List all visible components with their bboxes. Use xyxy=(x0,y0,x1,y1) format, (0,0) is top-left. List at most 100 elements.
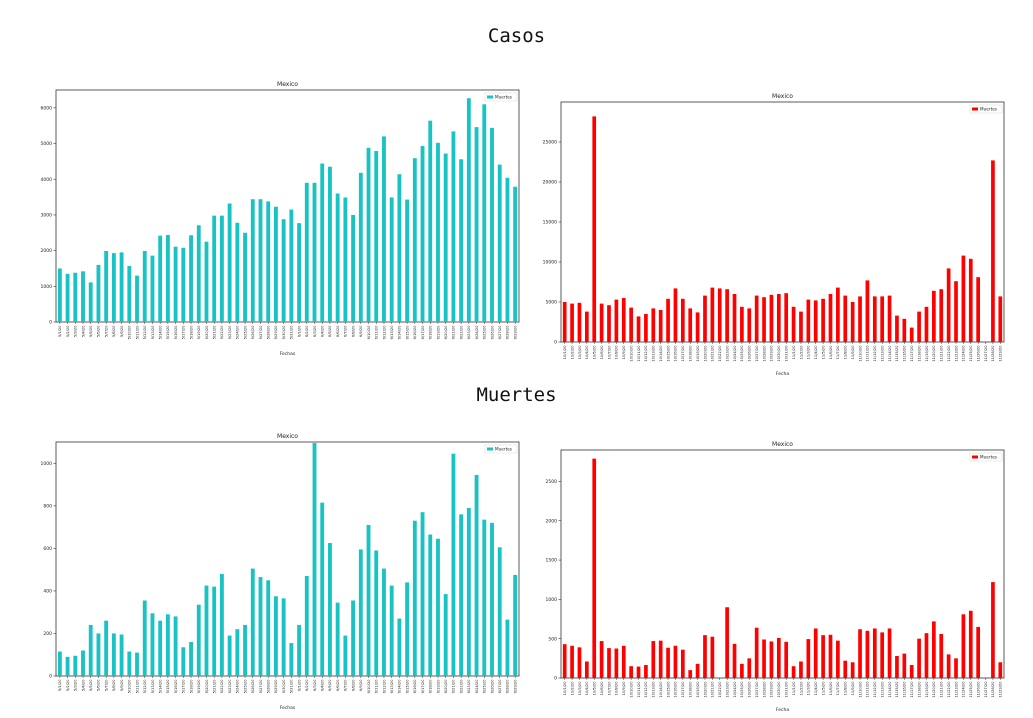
x-tick-label: 11/21/20 xyxy=(940,345,944,362)
bar xyxy=(219,215,224,322)
x-tick-label: 10/26/20 xyxy=(748,345,752,362)
x-tick-label: 10/18/20 xyxy=(689,681,693,698)
bar xyxy=(81,650,85,676)
x-tick-label: 11/6/20 xyxy=(829,345,833,360)
x-tick-label: 10/9/20 xyxy=(622,345,626,360)
x-tick-label: 5/16/20 xyxy=(174,679,178,694)
bar xyxy=(173,246,178,322)
x-tick-label: 10/26/20 xyxy=(748,681,752,698)
chart-svg: Mexico 0 200 400 600 800 1000 5/1/20 5/2/20 5/3/2… xyxy=(41,433,520,711)
x-tick-label: 5/12/20 xyxy=(143,679,147,694)
chart-svg: Mexico 0 1000 2000 3000 4000 5000 6000 5/1/20 5/2… xyxy=(41,81,520,357)
x-tick-label: 6/4/20 xyxy=(321,325,325,337)
bar xyxy=(374,151,379,322)
bar xyxy=(181,247,186,322)
x-tick-label: 10/29/20 xyxy=(770,345,774,362)
x-tick-label: 5/16/20 xyxy=(174,325,178,340)
plot-frame xyxy=(55,441,520,677)
legend-label: Muertes xyxy=(980,455,997,460)
x-tick-label: 10/11/20 xyxy=(637,345,641,362)
bar xyxy=(297,624,302,676)
x-tick-label: 10/11/20 xyxy=(637,681,641,698)
x-tick-label: 5/30/20 xyxy=(282,325,286,340)
x-tick-label: 10/9/20 xyxy=(622,681,626,696)
bar xyxy=(258,577,263,676)
x-tick-label: 5/7/20 xyxy=(104,325,108,337)
y-tick-label: 800 xyxy=(43,503,52,509)
x-tick-label: 5/22/20 xyxy=(220,325,224,340)
bar xyxy=(405,582,410,676)
y-tick-label: 0 xyxy=(49,320,52,326)
bar xyxy=(968,610,973,678)
x-tick-label: 10/8/20 xyxy=(615,345,619,360)
bar xyxy=(443,594,448,676)
x-tick-label: 5/17/20 xyxy=(182,679,186,694)
x-tick-label: 10/21/20 xyxy=(711,345,715,362)
x-tick-label: 6/1/20 xyxy=(297,679,301,691)
x-tick-label: 5/12/20 xyxy=(143,325,147,340)
x-tick-label: 6/29/20 xyxy=(513,325,517,340)
x-tick-label: 6/20/20 xyxy=(444,325,448,340)
bar xyxy=(902,318,907,342)
bar xyxy=(320,502,325,676)
bar xyxy=(836,287,840,342)
x-tick-label: 11/4/20 xyxy=(814,681,818,696)
x-tick-label: 6/21/20 xyxy=(452,325,456,340)
legend-swatch xyxy=(972,107,978,111)
x-tick-label: 5/9/20 xyxy=(120,325,124,337)
bar xyxy=(592,458,597,678)
x-tick-label: 5/13/20 xyxy=(151,325,155,340)
x-tick-label: 6/23/20 xyxy=(467,679,471,694)
bar xyxy=(703,635,707,678)
bar xyxy=(405,199,410,322)
x-tick-label: 11/23/20 xyxy=(954,681,958,698)
x-tick-label: 11/7/20 xyxy=(836,345,840,360)
bar xyxy=(909,665,914,678)
x-tick-label: 11/22/20 xyxy=(947,345,951,362)
x-tick-label: 11/10/20 xyxy=(858,681,862,698)
x-tick-label: 10/25/20 xyxy=(740,345,744,362)
x-tick-label: 6/16/20 xyxy=(413,325,417,340)
y-tick-label: 5000 xyxy=(41,141,53,147)
bar xyxy=(872,296,877,342)
x-tick-label: 11/23/20 xyxy=(954,345,958,362)
bar xyxy=(420,146,425,322)
x-tick-label: 11/25/20 xyxy=(969,681,973,698)
y-tick-label: 0 xyxy=(554,676,557,682)
x-tick-label: 11/1/20 xyxy=(792,681,796,696)
x-tick-label: 10/5/20 xyxy=(593,345,597,360)
bar xyxy=(505,619,510,676)
x-tick-label: 10/7/20 xyxy=(607,681,611,696)
bar xyxy=(397,174,402,322)
bar xyxy=(204,241,209,322)
bar xyxy=(204,585,209,676)
x-tick-label: 11/18/20 xyxy=(917,345,921,362)
bar xyxy=(924,306,929,342)
x-tick-label: 11/28/20 xyxy=(991,681,995,698)
bar xyxy=(850,662,855,678)
bar xyxy=(428,534,433,676)
bar xyxy=(436,538,440,676)
x-tick-label: 6/8/20 xyxy=(351,325,355,337)
x-tick-label: 11/29/20 xyxy=(999,345,1003,362)
x-tick-label: 6/13/20 xyxy=(390,325,394,340)
bar xyxy=(88,282,93,322)
bar xyxy=(954,658,958,678)
x-tick-label: 10/6/20 xyxy=(600,345,604,360)
x-tick-label: 10/4/20 xyxy=(585,345,589,360)
bar xyxy=(584,661,589,678)
bar xyxy=(412,158,417,322)
bar xyxy=(843,660,848,678)
chart-muertes-oct-nov: Mexico 0 500 1000 1500 2000 2500 10/1/20 10/2/20… xyxy=(535,438,1010,718)
x-tick-label: 5/8/20 xyxy=(112,325,116,337)
x-tick-label: 11/20/20 xyxy=(932,345,936,362)
bar xyxy=(599,641,604,678)
bar xyxy=(358,549,363,676)
bar xyxy=(250,568,255,676)
y-tick-label: 1000 xyxy=(546,597,558,603)
x-tick-label: 6/11/20 xyxy=(375,679,379,694)
bar xyxy=(65,656,70,676)
bar xyxy=(614,299,619,342)
bar xyxy=(513,186,518,322)
